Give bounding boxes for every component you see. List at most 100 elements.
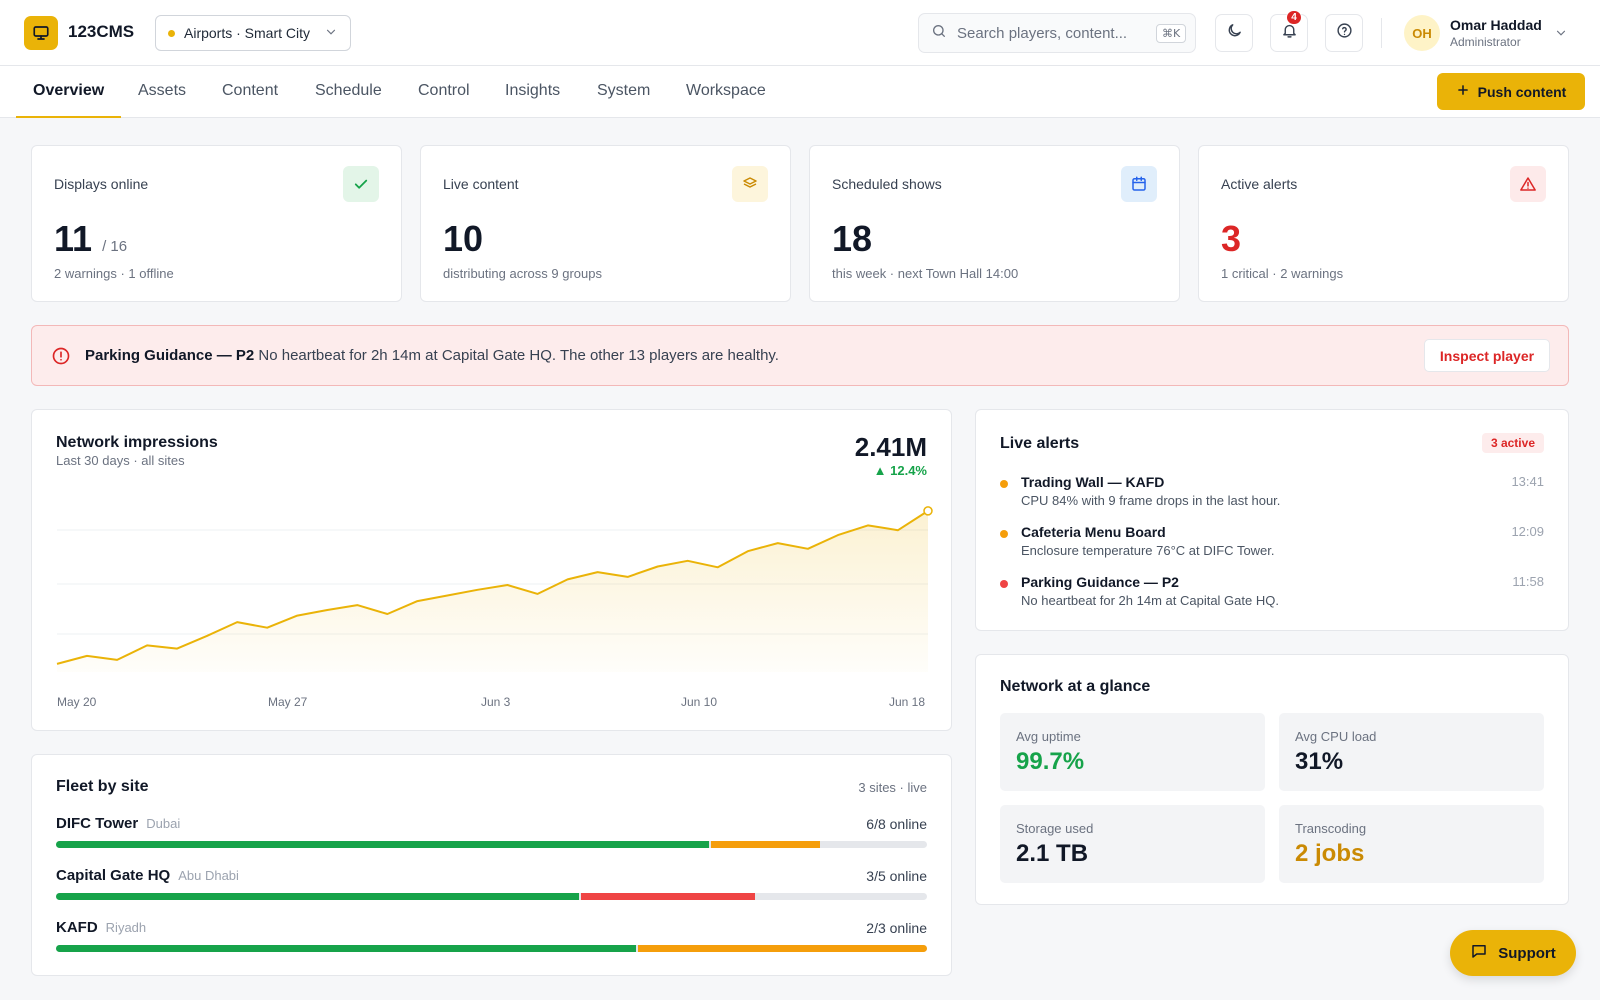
tab-schedule[interactable]: Schedule <box>315 82 382 99</box>
critical-alert-banner: Parking Guidance — P2 No heartbeat for 2… <box>31 325 1569 386</box>
calendar-icon <box>1121 166 1157 202</box>
top-bar: 123CMS Airports · Smart City ⌘K 4 OH Oma… <box>0 0 1600 66</box>
stat-number: 18 <box>832 218 873 259</box>
avatar[interactable]: OH <box>1404 15 1440 51</box>
chart-x-tick-label: Jun 10 <box>681 695 717 709</box>
stat-caption: this week · next Town Hall 14:00 <box>832 266 1019 281</box>
alert-item[interactable]: Parking Guidance — P2 No heartbeat for 2h… <box>1000 574 1544 614</box>
site-status-segment <box>56 841 710 848</box>
stat-caption: 1 critical · 2 warnings <box>1221 266 1344 281</box>
alert-description: No heartbeat for 2h 14m at Capital Gate … <box>1021 593 1279 608</box>
impressions-title: Network impressions <box>56 434 218 451</box>
live-alerts-card: Live alerts 3 active Trading Wall — KAFD… <box>975 409 1569 631</box>
glance-tile: Transcoding 2 jobs <box>1279 805 1544 883</box>
chart-x-tick-label: Jun 3 <box>481 695 511 709</box>
glance-tile-value: 2 jobs <box>1295 840 1365 867</box>
monitor-icon[interactable] <box>24 16 58 50</box>
tab-content[interactable]: Content <box>222 82 279 99</box>
site-city: Abu Dhabi <box>178 868 239 883</box>
site-name: DIFC Tower Dubai <box>56 815 180 832</box>
glance-tile-value: 99.7% <box>1016 748 1085 775</box>
chart-point[interactable] <box>923 506 933 516</box>
alert-title: Parking Guidance — P2 <box>1021 574 1179 590</box>
live-alerts-title: Live alerts <box>1000 435 1080 452</box>
tab-control[interactable]: Control <box>418 82 470 99</box>
push-content-label: Push content <box>1477 83 1567 100</box>
stat-label: Scheduled shows <box>832 176 942 192</box>
stat-total: / 16 <box>102 238 128 255</box>
tab-insights[interactable]: Insights <box>505 82 561 99</box>
workspace-select[interactable]: Airports · Smart City <box>155 15 351 51</box>
glance-tile: Avg uptime 99.7% <box>1000 713 1265 791</box>
chart-x-tick-label: Jun 18 <box>889 695 925 709</box>
push-content-button[interactable]: Push content <box>1437 73 1585 110</box>
theme-toggle-button[interactable] <box>1215 14 1253 52</box>
glance-tile-value: 31% <box>1295 748 1344 775</box>
fleet-site-row[interactable]: KAFD Riyadh 2/3 online <box>56 919 927 959</box>
alert-circle-icon <box>51 346 71 371</box>
stat-value: 10 <box>443 218 483 260</box>
stat-number: 10 <box>443 218 484 259</box>
alert-item[interactable]: Trading Wall — KAFD CPU 84% with 9 frame … <box>1000 474 1544 514</box>
plus-icon <box>1456 83 1470 100</box>
alert-time: 13:41 <box>1511 474 1544 489</box>
moon-icon <box>1226 22 1243 44</box>
glance-tile-label: Avg uptime <box>1016 729 1081 744</box>
fleet-title: Fleet by site <box>56 778 149 795</box>
banner-message: Parking Guidance — P2 No heartbeat for 2… <box>85 347 779 364</box>
search-shortcut: ⌘K <box>1156 23 1187 43</box>
user-name[interactable]: Omar Haddad <box>1450 17 1542 33</box>
site-status-bar <box>56 893 927 900</box>
workspace-label: Airports · Smart City <box>184 25 311 41</box>
stat-caption: distributing across 9 groups <box>443 266 602 281</box>
alert-triangle-icon <box>1510 166 1546 202</box>
chevron-down-icon <box>324 25 338 42</box>
alert-title: Cafeteria Menu Board <box>1021 524 1166 540</box>
tab-assets[interactable]: Assets <box>138 82 187 99</box>
site-name: KAFD Riyadh <box>56 919 146 936</box>
tab-workspace[interactable]: Workspace <box>686 82 766 99</box>
alert-item[interactable]: Cafeteria Menu Board Enclosure temperatur… <box>1000 524 1544 564</box>
site-status-segment <box>56 945 636 952</box>
glance-tile-label: Transcoding <box>1295 821 1367 836</box>
support-button[interactable]: Support <box>1450 930 1576 976</box>
chart-x-tick-label: May 20 <box>57 695 97 709</box>
site-city: Dubai <box>146 816 181 831</box>
site-status-bar <box>56 841 927 848</box>
fleet-site-row[interactable]: DIFC Tower Dubai 6/8 online <box>56 815 927 855</box>
alert-title: Trading Wall — KAFD <box>1021 474 1165 490</box>
help-circle-icon <box>1336 22 1353 44</box>
alert-severity-dot <box>1000 480 1008 488</box>
site-status-segment <box>711 841 821 848</box>
impressions-chart: May 20 May 27 Jun 3 Jun 10 Jun 18 <box>56 506 933 709</box>
search-input[interactable] <box>957 24 1156 42</box>
fleet-site-row[interactable]: Capital Gate HQ Abu Dhabi 3/5 online <box>56 867 927 907</box>
site-status-bar <box>56 945 927 952</box>
glance-tile-label: Storage used <box>1016 821 1094 836</box>
glance-title: Network at a glance <box>1000 678 1151 695</box>
check-icon <box>343 166 379 202</box>
help-button[interactable] <box>1325 14 1363 52</box>
site-name-text: KAFD <box>56 919 98 936</box>
workspace-status-dot <box>168 29 175 37</box>
impressions-total: 2.41M <box>854 432 927 462</box>
stat-value: 3 <box>1221 218 1241 260</box>
bell-icon <box>1281 22 1298 44</box>
tab-system[interactable]: System <box>597 82 651 99</box>
notifications-button[interactable]: 4 <box>1270 10 1308 52</box>
site-online-count: 2/3 online <box>866 920 927 936</box>
site-name-text: Capital Gate HQ <box>56 867 171 884</box>
site-city: Riyadh <box>105 920 147 935</box>
stat-label: Live content <box>443 176 519 192</box>
tab-overview[interactable]: Overview <box>16 66 122 118</box>
search-box[interactable]: ⌘K <box>918 13 1196 53</box>
site-name: Capital Gate HQ Abu Dhabi <box>56 867 239 884</box>
stat-value: 18 <box>832 218 872 260</box>
stat-value: 11 / 16 <box>54 218 127 260</box>
glance-tile: Avg CPU load 31% <box>1279 713 1544 791</box>
site-online-count: 3/5 online <box>866 868 927 884</box>
inspect-player-button[interactable]: Inspect player <box>1424 339 1550 372</box>
user-menu-chevron-icon[interactable] <box>1554 26 1568 45</box>
alert-severity-dot <box>1000 530 1008 538</box>
stat-card-active-alerts: Active alerts 3 1 critical · 2 warnings <box>1198 145 1569 302</box>
